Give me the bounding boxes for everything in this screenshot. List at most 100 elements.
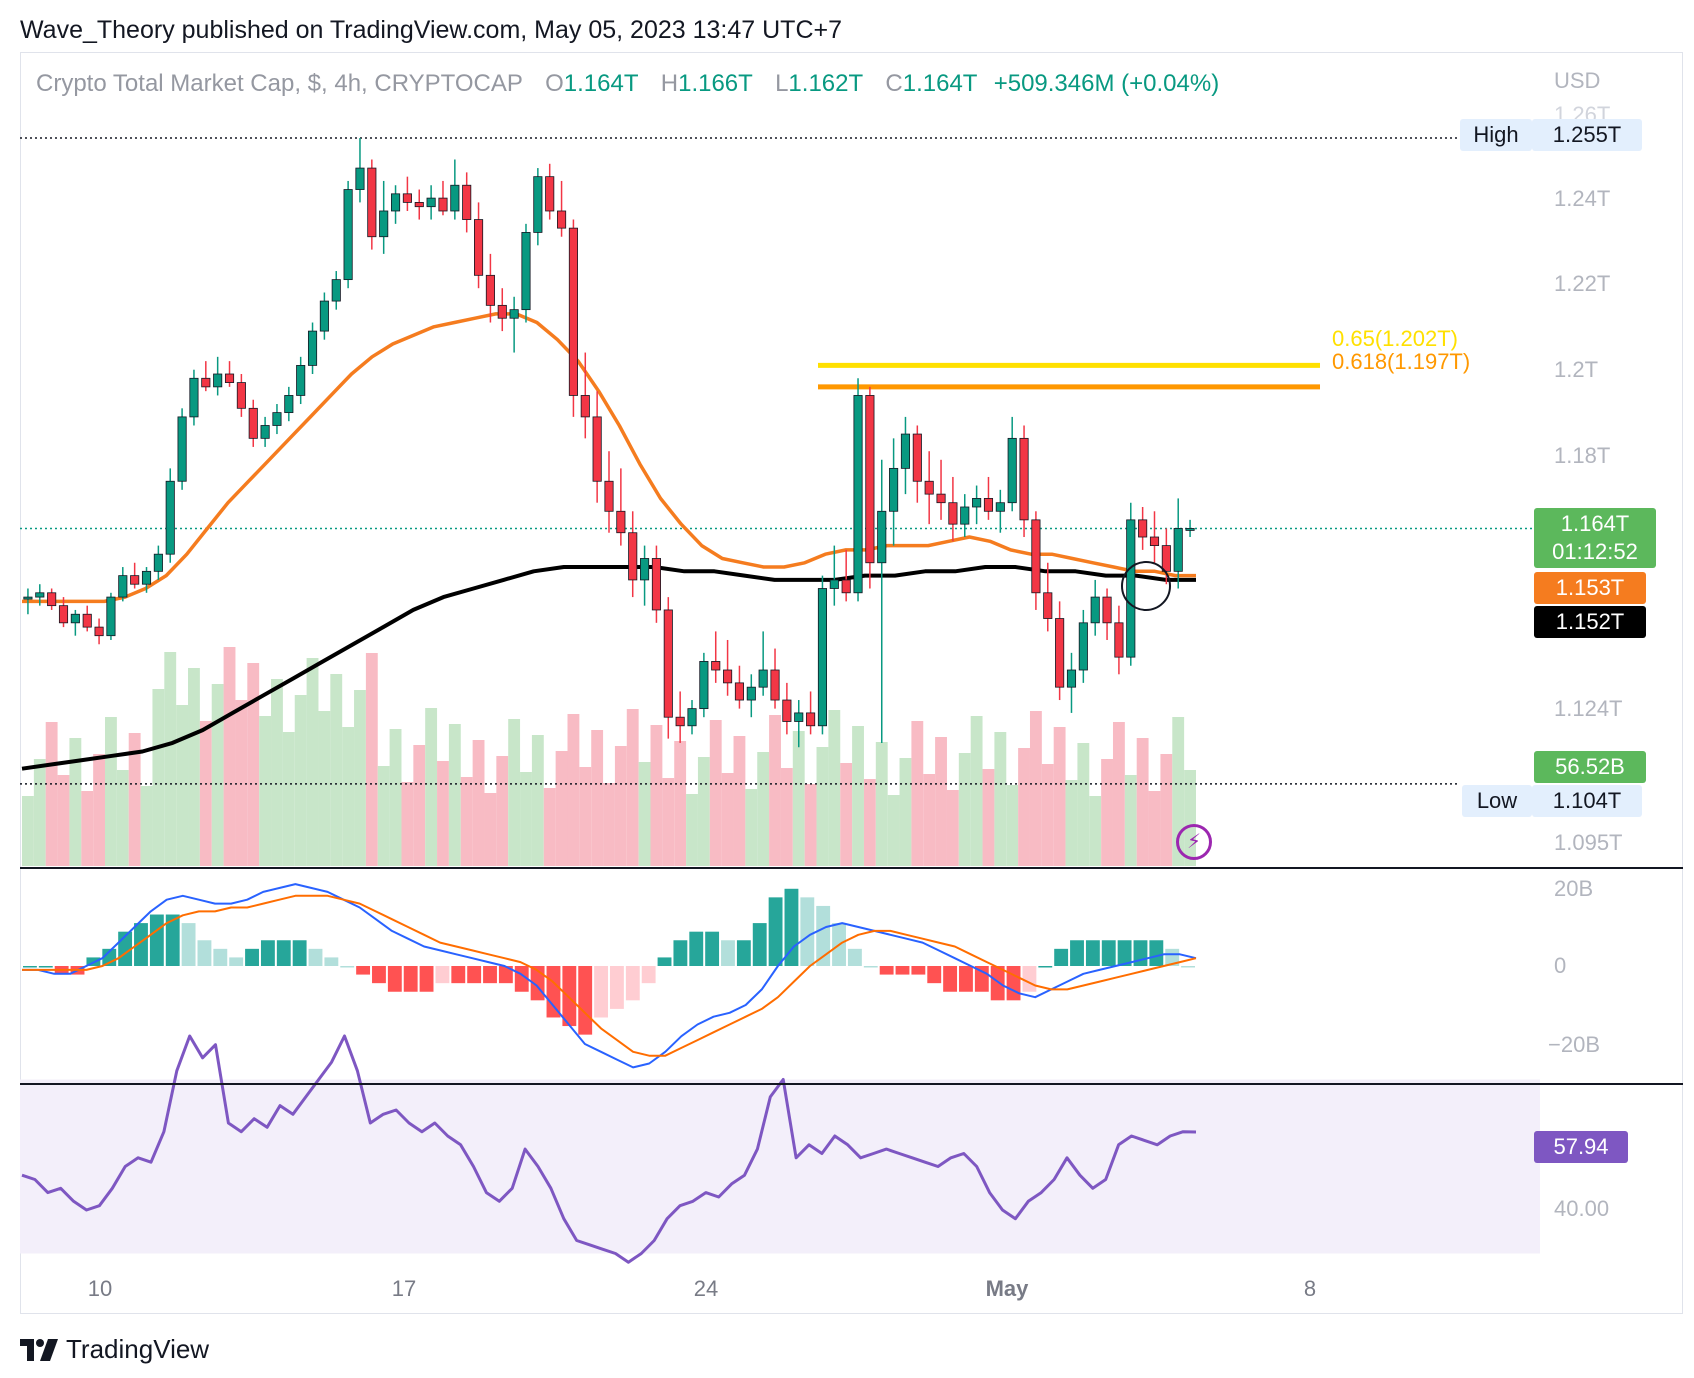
- macd-histogram-bar: [641, 966, 656, 984]
- volume-bar: [650, 725, 663, 866]
- volume-bar: [792, 731, 805, 866]
- volume-bar: [840, 763, 853, 866]
- volume-bar: [33, 759, 46, 866]
- volume-bar: [520, 772, 532, 866]
- candle-up: [23, 596, 33, 600]
- macd-histogram-bar: [324, 957, 339, 966]
- candle-up: [213, 373, 223, 388]
- candle-down: [545, 176, 555, 212]
- macd-histogram-bar: [1054, 948, 1069, 966]
- time-tick: 10: [87, 1276, 113, 1301]
- macd-histogram-bar: [435, 966, 450, 984]
- candle-down: [236, 382, 246, 409]
- candle-down: [651, 558, 661, 611]
- volume-bar: [543, 788, 556, 866]
- lightning-icon[interactable]: ⚡: [1176, 824, 1212, 860]
- bar-countdown: 01:12:52: [1552, 539, 1638, 564]
- volume-bar: [354, 690, 366, 866]
- macd-histogram-bar: [23, 966, 37, 968]
- candle-down: [1149, 536, 1160, 547]
- macd-histogram-bar: [673, 940, 688, 966]
- candle-down: [367, 167, 377, 238]
- candle-up: [889, 467, 899, 512]
- macd-histogram-bar: [165, 914, 180, 966]
- volume-bar: [389, 729, 402, 866]
- candle-up: [960, 506, 970, 525]
- currency-label[interactable]: USD: [1554, 68, 1601, 93]
- candle-down: [983, 498, 994, 512]
- candle-down: [1102, 596, 1112, 624]
- volume-bar: [674, 741, 687, 866]
- macd-histogram-bar: [800, 897, 815, 966]
- macd-histogram-bar: [768, 897, 783, 966]
- candle-up: [1090, 596, 1100, 624]
- volume-bar: [105, 717, 117, 866]
- macd-histogram-bar: [689, 931, 704, 966]
- last-price-badge: 1.164T 01:12:52: [1534, 508, 1656, 568]
- macd-histogram-bar: [498, 966, 513, 984]
- candle-down: [414, 201, 424, 208]
- price-tick: 1.095T: [1554, 830, 1623, 855]
- volume-bar: [1018, 748, 1030, 866]
- candle-up: [829, 579, 839, 589]
- candle-down: [924, 480, 934, 495]
- volume-bar: [852, 726, 864, 866]
- volume-bar: [437, 761, 449, 866]
- volume-bar: [57, 775, 70, 866]
- volume-bar: [638, 762, 651, 866]
- open-value: 1.164T: [563, 70, 639, 97]
- candle-up: [260, 425, 270, 439]
- candle-up: [390, 193, 401, 212]
- volume-bar: [1148, 791, 1161, 866]
- volume-bar: [579, 767, 592, 866]
- macd-histogram-bar: [403, 966, 418, 992]
- candle-down: [1031, 519, 1041, 594]
- macd-histogram-bar: [372, 966, 386, 984]
- candles: [23, 138, 1195, 748]
- macd-histogram-bar: [863, 966, 878, 968]
- time-tick: May: [985, 1276, 1029, 1301]
- candle-down: [1138, 519, 1148, 538]
- candle-down: [1114, 622, 1124, 658]
- candle-down: [592, 416, 602, 482]
- macd-histogram-bar: [356, 966, 371, 975]
- candle-up: [189, 377, 199, 418]
- candle-down: [248, 407, 258, 439]
- macd-tick: 0: [1554, 953, 1567, 978]
- volume-bar: [45, 722, 58, 866]
- candle-up: [995, 502, 1005, 512]
- time-tick: 24: [693, 1276, 719, 1301]
- high-marker-value: 1.255T: [1532, 119, 1642, 151]
- volume-bar: [875, 742, 888, 866]
- fib-065-label: 0.65(1.202T): [1332, 326, 1458, 351]
- high-marker-label: High: [1460, 119, 1532, 151]
- volume-bar: [176, 705, 189, 866]
- macd-histogram-bar: [276, 940, 291, 966]
- macd-line: [22, 883, 1197, 1069]
- candle-down: [485, 274, 495, 306]
- volume-bar: [259, 716, 272, 866]
- high-value: 1.166T: [678, 70, 753, 97]
- candle-up: [746, 686, 756, 701]
- volume-bar: [1053, 727, 1066, 866]
- low-marker-value: 1.104T: [1532, 785, 1642, 817]
- close-value: 1.164T: [902, 70, 978, 97]
- candle-up: [794, 712, 804, 722]
- time-tick: 8: [1303, 1276, 1317, 1301]
- macd-histogram-bar: [816, 905, 831, 966]
- candle-up: [509, 309, 519, 319]
- volume-bar: [330, 674, 343, 866]
- volume-bars: [22, 647, 1196, 866]
- macd-histogram-bar: [943, 966, 958, 992]
- volume-bar: [721, 773, 734, 866]
- macd-histogram-bar: [562, 966, 577, 1027]
- macd-histogram-bar: [229, 957, 244, 966]
- volume-bar: [116, 770, 129, 866]
- price-tick: 1.18T: [1554, 443, 1611, 468]
- low-value: 1.162T: [788, 70, 863, 97]
- volume-bar: [591, 730, 604, 866]
- candle-up: [1173, 528, 1183, 572]
- macd-histogram-bar: [419, 966, 434, 992]
- volume-bar: [413, 745, 426, 866]
